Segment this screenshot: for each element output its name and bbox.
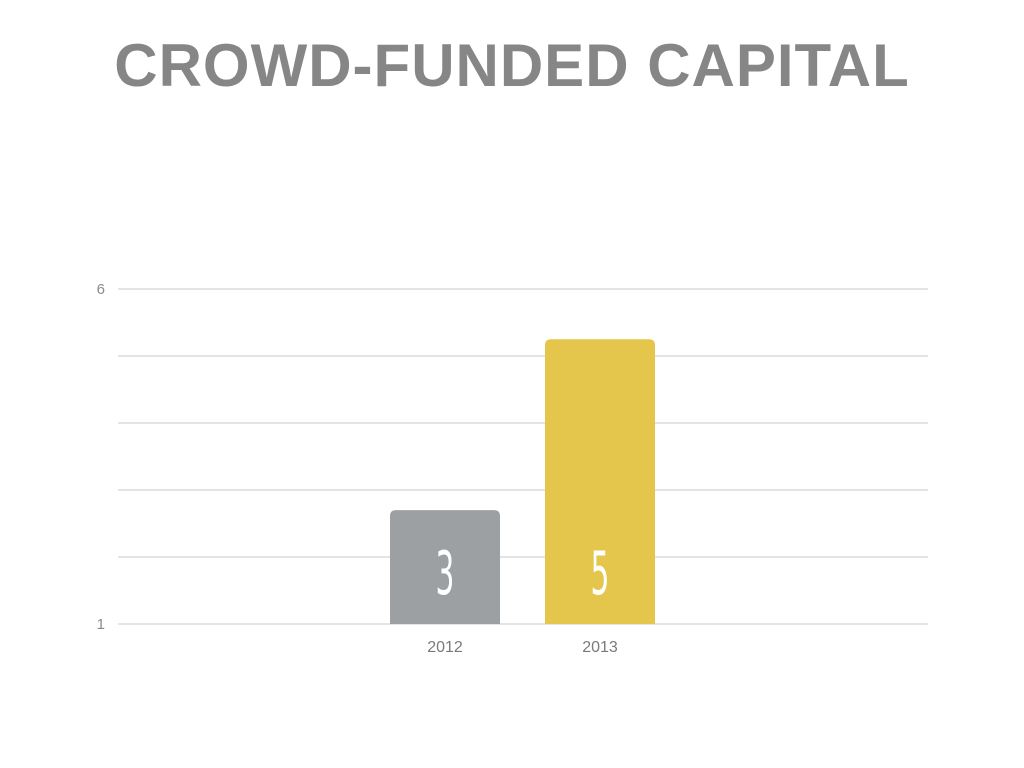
y-tick-label: 1 (97, 616, 105, 633)
bar-2012 (390, 510, 500, 624)
bar-2013 (545, 339, 655, 624)
y-tick-label: 6 (97, 281, 105, 298)
x-axis-categories: 2012 2013 (427, 639, 618, 656)
x-category-label: 2013 (582, 639, 618, 656)
x-category-label: 2012 (427, 639, 463, 656)
y-axis-ticks: 16 (97, 281, 105, 633)
bars (390, 339, 655, 624)
gridlines (118, 288, 928, 625)
data-label: 3 (436, 539, 455, 608)
data-label: 5 (591, 539, 610, 608)
chart-title: CROWD-FUNDED CAPITAL (114, 32, 910, 99)
